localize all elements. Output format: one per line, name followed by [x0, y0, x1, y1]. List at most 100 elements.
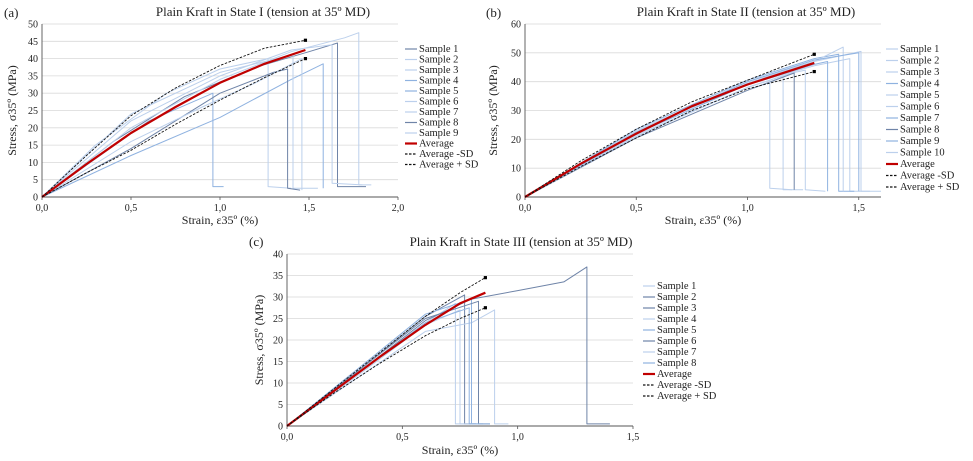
panel-b-legend-label: Average -SD [900, 171, 955, 182]
panel-a-legend-label: Sample 5 [419, 86, 458, 97]
panel-b-y-tick-label: 0 [516, 193, 521, 204]
panel-b-legend-label: Average + SD [900, 182, 960, 193]
panel-a-y-tick-label: 50 [28, 20, 38, 31]
panel-a-legend-label: Sample 6 [419, 97, 458, 108]
panel-b-legend-label: Sample 5 [900, 90, 939, 101]
panel-a-y-tick-label: 15 [28, 141, 38, 152]
panel-b-end-marker [812, 52, 816, 56]
panel-b-y-tick-label: 10 [511, 164, 521, 175]
panel-a-y-tick-label: 25 [28, 106, 38, 117]
panel-b: (b) Plain Kraft in State II (tension at 3… [486, 4, 960, 227]
panel-a-series-sample-4 [41, 63, 324, 198]
panel-a-tag: (a) [4, 5, 18, 20]
panel-b-series-average-sd [524, 71, 815, 198]
panel-c-y-tick-label: 30 [273, 293, 283, 304]
panel-c-legend-label: Average [657, 369, 692, 380]
panel-a-series-average-sd [41, 39, 306, 198]
panel-b-end-marker [812, 69, 816, 74]
panel-b-y-tick-label: 60 [511, 20, 521, 31]
panel-b-legend-label: Sample 8 [900, 125, 939, 136]
panel-b-title: Plain Kraft in State II (tension at 35º … [637, 4, 856, 19]
panel-a-y-tick-label: 40 [28, 54, 38, 65]
panel-a-end-marker [303, 57, 308, 61]
panel-a-x-tick-label: 2,0 [392, 203, 405, 214]
panel-a-legend-label: Sample 9 [419, 128, 458, 139]
panel-b-y-tick-label: 40 [511, 77, 521, 88]
panel-b-legend-label: Sample 4 [900, 79, 940, 90]
panel-c-end-marker [483, 306, 487, 310]
panel-c-y-tick-label: 40 [273, 250, 283, 261]
panel-a-y-tick-label: 35 [28, 71, 38, 82]
panel-c-y-tick-label: 10 [273, 379, 283, 390]
panel-c-x-tick-label: 0,0 [281, 432, 294, 443]
panel-a-y-tick-label: 20 [28, 123, 38, 134]
panel-b-series-sample-3 [524, 69, 826, 198]
panel-c-series-average-sd [286, 277, 486, 427]
panel-a-y-axis-label: Stress, σ35º (MPa) [5, 65, 19, 156]
panel-b-legend-label: Sample 9 [900, 136, 939, 147]
panel-a-series-sample-1 [41, 42, 366, 198]
panel-b-legend-label: Average [900, 159, 935, 170]
panel-c-x-tick-label: 1,0 [511, 432, 524, 443]
panel-c-legend-label: Sample 4 [657, 314, 697, 325]
panel-b-series-average [524, 61, 815, 198]
panel-b-series-sample-8 [524, 72, 795, 198]
panel-a-legend-label: Sample 7 [419, 107, 458, 118]
panel-c: (c) Plain Kraft in State III (tension at … [249, 234, 717, 457]
panel-b-legend-label: Sample 3 [900, 67, 939, 78]
panel-c-legend-label: Sample 6 [657, 336, 696, 347]
panel-b-series-sample-6 [524, 75, 804, 198]
panel-a-y-tick-label: 5 [33, 175, 38, 186]
panel-c-legend-label: Sample 2 [657, 292, 696, 303]
panel-c-series-average [286, 291, 486, 427]
panel-b-legend-label: Sample 6 [900, 102, 939, 113]
panel-a-legend-label: Sample 1 [419, 44, 458, 55]
panel-a-legend-label: Sample 2 [419, 55, 458, 66]
panel-c-legend-label: Average + SD [657, 391, 717, 402]
panel-a-y-tick-label: 45 [28, 37, 38, 48]
panel-c-y-tick-label: 15 [273, 357, 283, 368]
panel-a-series-average [41, 48, 306, 198]
panel-a: (a) Plain Kraft in State I (tension at 35… [4, 4, 479, 227]
panel-a-legend-label: Average + SD [419, 160, 479, 171]
panel-c-y-tick-label: 5 [278, 400, 283, 411]
panel-b-y-tick-label: 20 [511, 135, 521, 146]
panel-c-series-sample-4 [286, 309, 509, 427]
panel-c-title: Plain Kraft in State III (tension at 35º… [410, 234, 633, 249]
panel-a-y-tick-label: 10 [28, 158, 38, 169]
panel-a-series-average-sd [41, 58, 306, 198]
panel-a-legend-label: Average [419, 139, 454, 150]
panel-a-legend-label: Sample 4 [419, 76, 459, 87]
panel-c-legend-label: Sample 7 [657, 347, 696, 358]
panel-b-x-tick-label: 1,0 [741, 203, 754, 214]
panel-a-series-sample-9 [41, 58, 303, 198]
panel-b-x-tick-label: 0,5 [630, 203, 643, 214]
panel-c-x-tick-label: 0,5 [396, 432, 409, 443]
panel-a-y-tick-label: 30 [28, 89, 38, 100]
panel-c-legend-label: Sample 3 [657, 303, 696, 314]
panel-a-series-sample-8 [41, 68, 301, 198]
panel-b-x-tick-label: 1,5 [853, 203, 866, 214]
panel-c-legend-label: Sample 1 [657, 281, 696, 292]
panel-b-series-sample-2 [524, 58, 870, 198]
panel-b-series-average-sd [524, 53, 815, 198]
panel-a-x-tick-label: 1,0 [214, 203, 227, 214]
panel-b-series-sample-9 [524, 52, 860, 198]
panel-b-tag: (b) [486, 5, 501, 20]
panel-a-x-tick-label: 0,5 [125, 203, 138, 214]
panel-a-x-tick-label: 1,5 [303, 203, 316, 214]
panel-c-x-tick-label: 1,5 [627, 432, 640, 443]
panel-c-legend-label: Average -SD [657, 380, 712, 391]
panel-c-end-marker [483, 276, 487, 280]
panel-c-series-sample-3 [286, 266, 610, 427]
panel-b-legend-label: Sample 1 [900, 44, 939, 55]
panel-c-tag: (c) [249, 234, 263, 249]
panel-a-series-sample-3 [41, 58, 292, 198]
panel-b-legend-label: Sample 2 [900, 56, 939, 67]
panel-a-x-tick-label: 0,0 [36, 203, 49, 214]
panel-c-legend-label: Sample 8 [657, 358, 696, 369]
panel-b-y-tick-label: 30 [511, 106, 521, 117]
